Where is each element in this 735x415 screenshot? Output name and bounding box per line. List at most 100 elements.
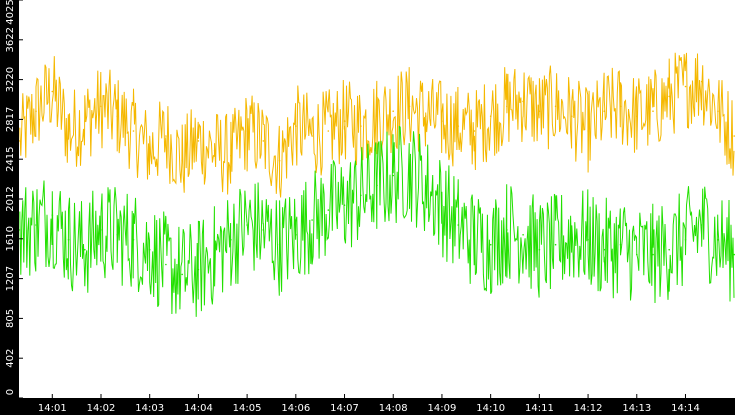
series-1-point — [668, 95, 670, 98]
series-2-point — [67, 239, 70, 241]
x-tick-label: 14:11 — [525, 403, 554, 414]
series-2-point — [684, 239, 687, 241]
series-1-point — [132, 130, 135, 132]
series-1-point — [457, 125, 460, 127]
series-2-point — [295, 234, 297, 236]
series-1-point — [165, 135, 167, 137]
series-2-point — [197, 268, 200, 271]
x-tick-label: 14:06 — [281, 403, 310, 414]
series-2-point — [457, 224, 460, 226]
series-2-point — [262, 229, 265, 231]
series-1-point — [441, 120, 443, 122]
series-2-point — [408, 169, 411, 172]
x-tick-label: 14:02 — [87, 403, 116, 414]
series-2-point — [165, 263, 167, 266]
y-tick-label: 3622 — [5, 27, 16, 52]
series-1-point — [408, 105, 411, 108]
series-2-point — [473, 239, 476, 241]
series-1-point — [538, 110, 541, 112]
series-1-point — [473, 130, 476, 132]
series-1 — [19, 52, 735, 198]
series-1-point — [327, 130, 330, 132]
series-1-point — [424, 115, 427, 117]
series-2-point — [376, 184, 378, 187]
series-2-point — [636, 253, 638, 256]
x-tick-label: 14:04 — [184, 403, 213, 414]
series-2-point — [571, 234, 573, 236]
series-2-point — [522, 234, 524, 236]
series-1-point — [295, 125, 297, 127]
series-1-point — [51, 90, 54, 93]
series-1-point — [278, 159, 281, 162]
series-2-point — [538, 248, 541, 251]
series-1-point — [392, 110, 395, 112]
series-2-point — [246, 224, 248, 226]
y-tick-label: 2415 — [5, 146, 16, 171]
x-tick-label: 14:01 — [38, 403, 67, 414]
series-1-point — [571, 115, 573, 117]
series-2-point — [652, 253, 654, 256]
y-tick-label: 1610 — [5, 226, 16, 251]
series-2-point — [424, 184, 427, 187]
series-1-point — [376, 115, 378, 117]
x-tick-label: 14:14 — [671, 403, 700, 414]
series-1-point — [19, 140, 21, 142]
series-1-point — [148, 150, 151, 152]
series-2-point — [213, 253, 216, 256]
series-2-point — [668, 248, 670, 251]
series-1-point — [343, 120, 346, 122]
y-tick-label: 3220 — [5, 67, 16, 92]
series-1-point — [522, 100, 524, 103]
series-1-point — [311, 135, 313, 137]
series-1-point — [684, 85, 687, 88]
series-1-point — [100, 105, 102, 108]
series-1-point — [181, 159, 183, 162]
series-2-point — [100, 229, 102, 231]
series-2-point — [343, 204, 346, 206]
x-tick-label: 14:12 — [574, 403, 603, 414]
series-1-point — [262, 140, 265, 142]
series-1-point — [619, 105, 622, 108]
series-2-point — [619, 243, 622, 246]
series-1-point — [213, 150, 216, 152]
series-2-point — [327, 209, 330, 211]
y-axis: 0 402 805 1207 1610 2012 2415 2817 3220 3622 4025 — [5, 0, 23, 399]
series-2-point — [51, 214, 54, 216]
series-1-point — [230, 154, 232, 157]
x-tick-label: 14:03 — [135, 403, 164, 414]
series-layer — [19, 52, 735, 317]
series-2-point — [84, 248, 86, 251]
series-1-point — [717, 110, 719, 112]
y-tick-label: 1207 — [5, 266, 16, 291]
series-2-point — [19, 229, 21, 231]
series-1-point — [636, 115, 638, 117]
series-2-point — [360, 194, 362, 197]
series-2-point — [392, 174, 395, 177]
series-2-point — [554, 243, 557, 246]
series-1-point — [603, 110, 606, 112]
series-1-point — [67, 130, 70, 132]
x-tick-label: 14:07 — [330, 403, 359, 414]
series-2-point — [132, 239, 135, 241]
x-tick-label: 14:05 — [233, 403, 262, 414]
x-tick-label: 14:09 — [427, 403, 456, 414]
series-1-point — [84, 120, 86, 122]
series-2-point — [116, 234, 118, 236]
series-1-point — [554, 105, 557, 108]
series-1-point — [246, 130, 248, 132]
series-1-point — [35, 110, 37, 112]
x-tick-label: 14:13 — [622, 403, 651, 414]
x-tick-label: 14:10 — [476, 403, 505, 414]
series-1-point — [506, 105, 508, 108]
series-1-point — [652, 110, 654, 112]
series-2-point — [700, 224, 703, 226]
series-2-point — [717, 239, 719, 241]
series-2-point — [230, 239, 232, 241]
x-tick-label: 14:08 — [379, 403, 408, 414]
y-tick-label: 0 — [5, 389, 16, 395]
series-2-point — [181, 273, 183, 276]
series-1-point — [360, 125, 362, 127]
series-2-point — [311, 219, 313, 221]
series-2-point — [441, 204, 443, 206]
